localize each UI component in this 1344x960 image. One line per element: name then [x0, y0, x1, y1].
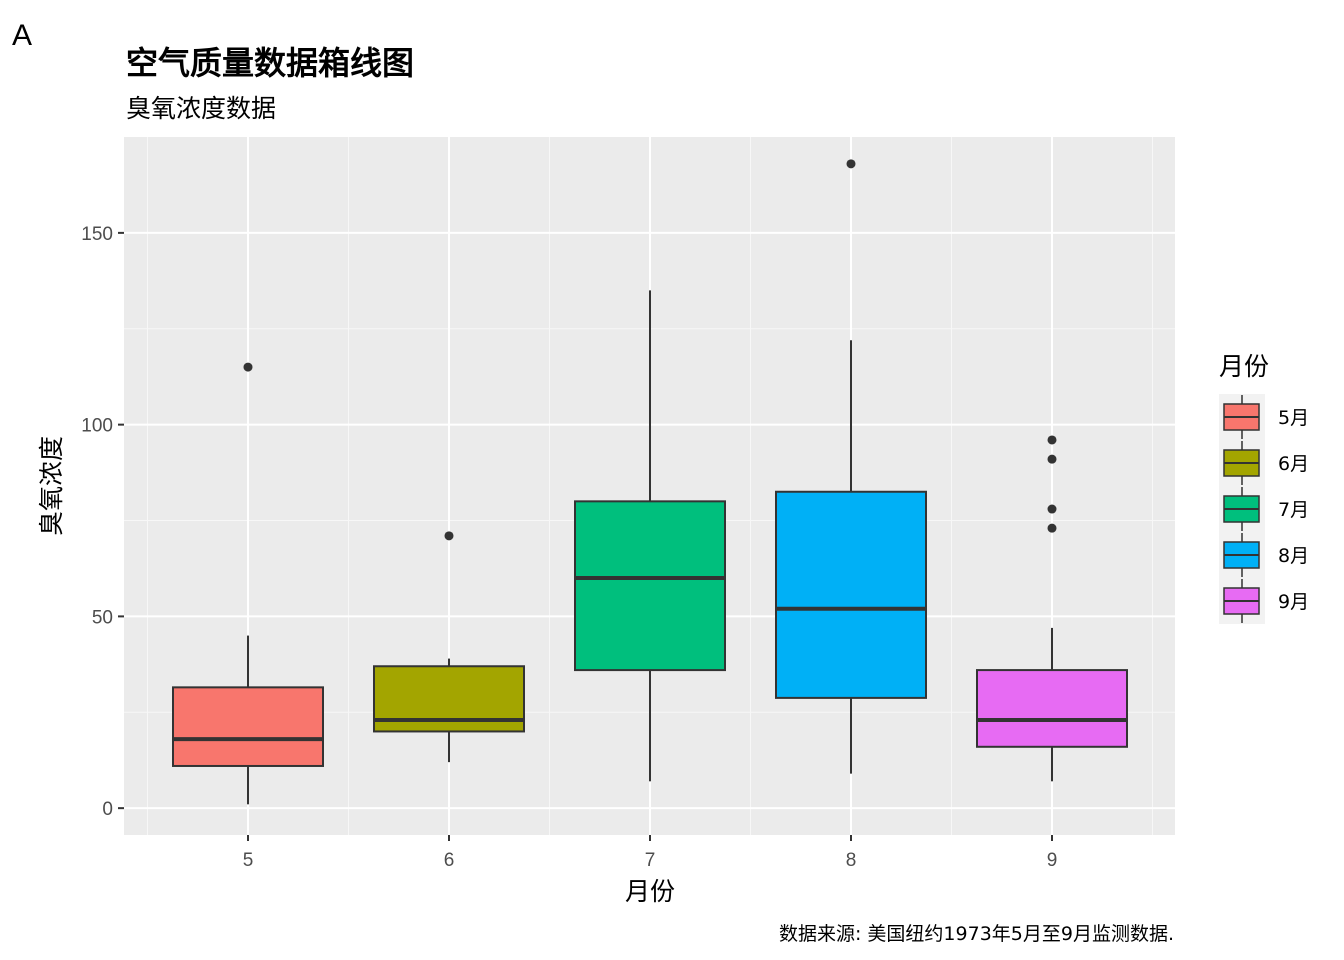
y-tick-label: 150: [81, 224, 113, 245]
x-tick-label: 6: [444, 850, 455, 871]
box-5: [172, 362, 324, 805]
boxes: [172, 159, 1128, 805]
outlier-point: [243, 362, 253, 372]
legend-label: 9月: [1278, 591, 1309, 613]
y-axis-title: 臭氧浓度: [37, 436, 66, 536]
legend-label: 6月: [1278, 453, 1309, 475]
legend: 5月 6月 7月 8月 9月: [1219, 394, 1309, 624]
outlier-point: [1047, 523, 1057, 533]
legend-key-8: [1223, 533, 1260, 577]
x-tick-label: 5: [243, 850, 254, 871]
box-iqr: [574, 500, 726, 672]
box-9: [976, 435, 1128, 782]
legend-label: 8月: [1278, 545, 1309, 567]
x-tick-label: 8: [846, 850, 857, 871]
y-tick-label: 0: [102, 799, 113, 820]
chart-subtitle: 臭氧浓度数据: [126, 94, 276, 123]
outlier-point: [1047, 435, 1057, 445]
x-axis: 5 6 7 8 9: [243, 835, 1058, 871]
chart-title: 空气质量数据箱线图: [126, 44, 414, 82]
legend-title: 月份: [1219, 352, 1269, 381]
legend-key-5: [1223, 395, 1260, 439]
box-iqr: [172, 686, 324, 767]
legend-key-7: [1223, 487, 1260, 531]
box-iqr: [775, 490, 927, 699]
chart-caption: 数据来源: 美国纽约1973年5月至9月监测数据.: [779, 923, 1174, 945]
x-tick-label: 9: [1047, 850, 1058, 871]
outlier-point: [1047, 454, 1057, 464]
outlier-point: [444, 531, 454, 541]
x-axis-title: 月份: [625, 877, 675, 906]
box-iqr: [976, 669, 1128, 748]
outlier-point: [1047, 504, 1057, 514]
y-axis: 0 50 100 150: [81, 224, 124, 820]
legend-key-6: [1223, 441, 1260, 485]
legend-key-9: [1223, 579, 1260, 623]
box-6: [373, 531, 525, 763]
box-7: [574, 290, 726, 782]
legend-label: 7月: [1278, 499, 1309, 521]
y-tick-label: 100: [81, 416, 113, 437]
box-8: [775, 159, 927, 774]
outlier-point: [846, 159, 856, 169]
y-tick-label: 50: [92, 607, 113, 628]
legend-label: 5月: [1278, 407, 1309, 429]
panel-tag: A: [12, 19, 32, 52]
x-tick-label: 7: [645, 850, 656, 871]
